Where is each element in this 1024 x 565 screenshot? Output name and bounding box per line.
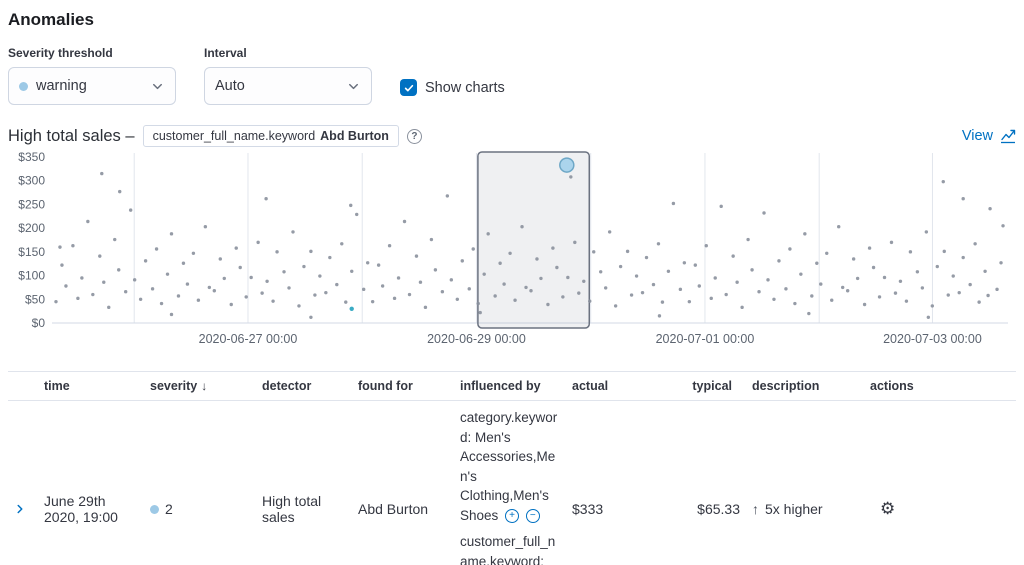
- view-link-label: View: [961, 128, 993, 144]
- col-found-for-label: found for: [358, 379, 413, 393]
- severity-threshold-value: warning: [36, 78, 87, 94]
- controls-bar: Severity threshold warning Interval Auto: [8, 46, 1016, 105]
- svg-text:2020-07-03 00:00: 2020-07-03 00:00: [883, 332, 982, 346]
- detector-value: High total sales: [262, 493, 322, 526]
- description-value: 5x higher: [765, 501, 823, 518]
- svg-text:2020-06-27 00:00: 2020-06-27 00:00: [199, 332, 298, 346]
- cell-found-for: Abd Burton: [358, 501, 460, 517]
- up-arrow-icon: ↑: [752, 501, 759, 518]
- cell-time: June 29th 2020, 19:00: [44, 493, 150, 525]
- expand-row-button[interactable]: [8, 502, 44, 516]
- typical-value: $65.33: [697, 501, 740, 518]
- col-expander: [8, 379, 44, 393]
- chart-area: $0 $50 $100 $150 $200 $250 $300 $350 2020-06-27 …: [8, 151, 1016, 349]
- question-icon[interactable]: ?: [406, 128, 422, 144]
- chevron-down-icon: [346, 79, 361, 94]
- influencer-badge-field: customer_full_name.keyword: [152, 129, 316, 143]
- svg-text:$50: $50: [25, 292, 45, 306]
- found-for-value: Abd Burton: [358, 501, 429, 518]
- svg-text:$150: $150: [18, 245, 45, 259]
- show-charts-checkbox[interactable]: Show charts: [400, 79, 505, 96]
- cell-influenced-by: category.keyword: Men's Accessories,Men'…: [460, 401, 572, 565]
- col-actual[interactable]: actual: [572, 379, 648, 393]
- severity-dot-icon: [150, 504, 159, 514]
- line-chart-icon: [1001, 129, 1016, 144]
- col-actions: actions: [870, 379, 934, 393]
- col-severity[interactable]: severity ↓: [150, 379, 262, 393]
- gear-icon[interactable]: ⚙: [880, 499, 896, 519]
- col-typical-label: typical: [692, 379, 732, 393]
- col-influenced-by[interactable]: influenced by: [460, 379, 572, 393]
- cell-actions: ⚙: [870, 499, 934, 519]
- chevron-down-icon: [150, 79, 165, 94]
- col-severity-label: severity: [150, 379, 198, 393]
- chart-title: High total sales –: [8, 126, 135, 145]
- checkbox-checked-icon[interactable]: [400, 79, 417, 96]
- svg-text:$0: $0: [32, 316, 46, 330]
- view-link[interactable]: View: [962, 128, 1016, 144]
- svg-text:$350: $350: [18, 151, 45, 164]
- influencer-text: category.keyword: Men's Accessories,Men'…: [460, 410, 558, 523]
- time-value: June 29th 2020, 19:00: [44, 493, 118, 526]
- table-header-row: time severity ↓ detector found for influe…: [8, 371, 1016, 401]
- severity-threshold-select[interactable]: warning: [8, 67, 176, 105]
- chart-header: High total sales – customer_full_name.ke…: [8, 125, 1016, 147]
- col-description[interactable]: description: [752, 379, 870, 393]
- svg-text:2020-07-01 00:00: 2020-07-01 00:00: [656, 332, 755, 346]
- col-detector[interactable]: detector: [262, 379, 358, 393]
- col-typical[interactable]: typical: [648, 379, 752, 393]
- actual-value: $333: [572, 501, 604, 518]
- severity-threshold-label: Severity threshold: [8, 46, 113, 60]
- interval-value: Auto: [215, 78, 245, 94]
- svg-text:$100: $100: [18, 269, 45, 283]
- cell-actual: $333: [572, 501, 648, 517]
- influencer-item: category.keyword: Men's Accessories,Men'…: [460, 408, 562, 525]
- table-row: June 29th 2020, 19:00 2 High total sales…: [8, 401, 1016, 565]
- influencer-badge: customer_full_name.keyword Abd Burton: [142, 125, 399, 147]
- col-time-label: time: [44, 379, 70, 393]
- interval-label: Interval: [204, 46, 247, 60]
- col-actions-label: actions: [870, 379, 914, 393]
- col-detector-label: detector: [262, 379, 312, 393]
- cell-description: ↑ 5x higher: [752, 501, 870, 517]
- svg-text:$200: $200: [18, 221, 45, 235]
- cell-typical: $65.33: [648, 501, 752, 517]
- severity-value: 2: [165, 501, 173, 518]
- severity-threshold-group: Severity threshold warning: [8, 46, 176, 105]
- chevron-right-icon: [17, 505, 23, 514]
- influencer-badge-value: Abd Burton: [320, 129, 389, 143]
- show-charts-label: Show charts: [425, 79, 505, 96]
- filter-out-icon[interactable]: −: [525, 509, 540, 524]
- col-actual-label: actual: [572, 379, 609, 393]
- cell-severity: 2: [150, 501, 262, 517]
- anomaly-scatter-chart[interactable]: $0 $50 $100 $150 $200 $250 $300 $350 2020-06-27 …: [8, 151, 1016, 349]
- warning-severity-dot-icon: [19, 81, 28, 91]
- col-found-for[interactable]: found for: [358, 379, 460, 393]
- svg-text:$300: $300: [18, 174, 45, 188]
- cell-detector: High total sales: [262, 493, 358, 525]
- col-description-label: description: [752, 379, 820, 393]
- page-title: Anomalies: [8, 10, 94, 29]
- col-influenced-by-label: influenced by: [460, 379, 541, 393]
- svg-text:$250: $250: [18, 197, 45, 211]
- col-time[interactable]: time: [44, 379, 150, 393]
- influencer-item: customer_full_name.keyword: Abd Burton +…: [460, 532, 562, 565]
- interval-group: Interval Auto: [204, 46, 372, 105]
- influencer-text: customer_full_name.keyword: Abd Burton: [460, 534, 556, 565]
- interval-select[interactable]: Auto: [204, 67, 372, 105]
- anomalies-table: time severity ↓ detector found for influe…: [8, 371, 1016, 565]
- sort-desc-icon: ↓: [201, 379, 208, 393]
- svg-text:2020-06-29 00:00: 2020-06-29 00:00: [427, 332, 526, 346]
- filter-for-icon[interactable]: +: [505, 509, 520, 524]
